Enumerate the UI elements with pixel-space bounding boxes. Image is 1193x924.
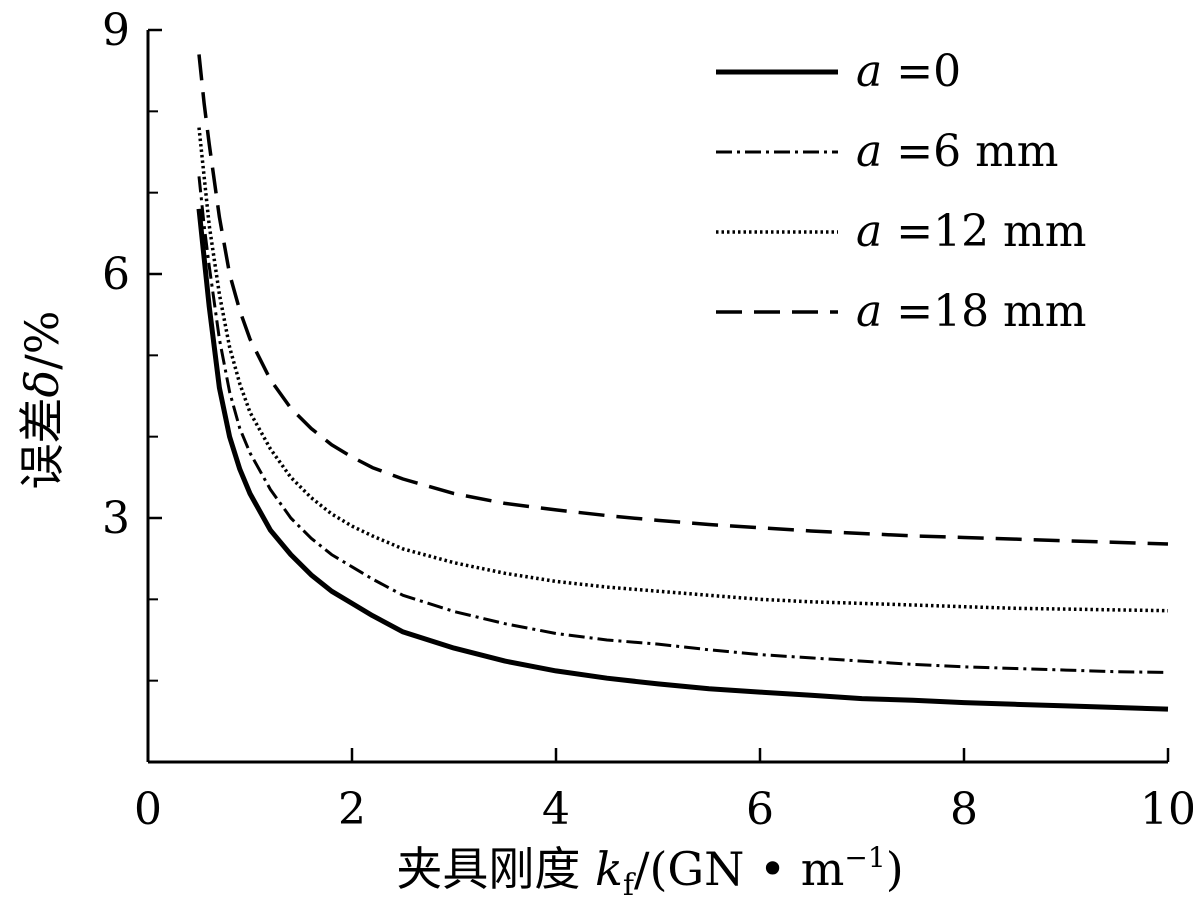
legend-label-1: a =6 mm [856, 126, 1059, 177]
x-tick-label: 8 [950, 784, 978, 835]
y-tick-label: 9 [102, 5, 130, 56]
series-line-0 [196, 208, 1169, 712]
x-tick-label: 2 [338, 784, 366, 835]
y-tick-label: 6 [102, 249, 130, 300]
series-layer [196, 54, 1169, 712]
legend-label-3: a =18 mm [856, 286, 1087, 337]
y-tick-label: 3 [102, 493, 130, 544]
series-line-2 [197, 127, 1169, 613]
x-tick-label: 0 [134, 784, 162, 835]
axes: 3 6 9 0 2 4 6 8 10 [102, 5, 1193, 835]
x-axis-label: 夹具刚度 kf/(GN • m−1) [396, 841, 903, 903]
series-line-1 [197, 176, 1169, 674]
x-tick-label: 6 [746, 784, 774, 835]
series-line-3 [197, 54, 1169, 546]
legend-label-2: a =12 mm [856, 206, 1087, 257]
y-axis-label: 误差δ/% [15, 311, 69, 490]
legend-label-0: a =0 [856, 46, 961, 97]
legend: a =0 a =6 mm a =12 mm a =18 mm [716, 46, 1087, 337]
x-tick-label: 4 [542, 784, 570, 835]
x-tick-label: 10 [1140, 784, 1193, 835]
